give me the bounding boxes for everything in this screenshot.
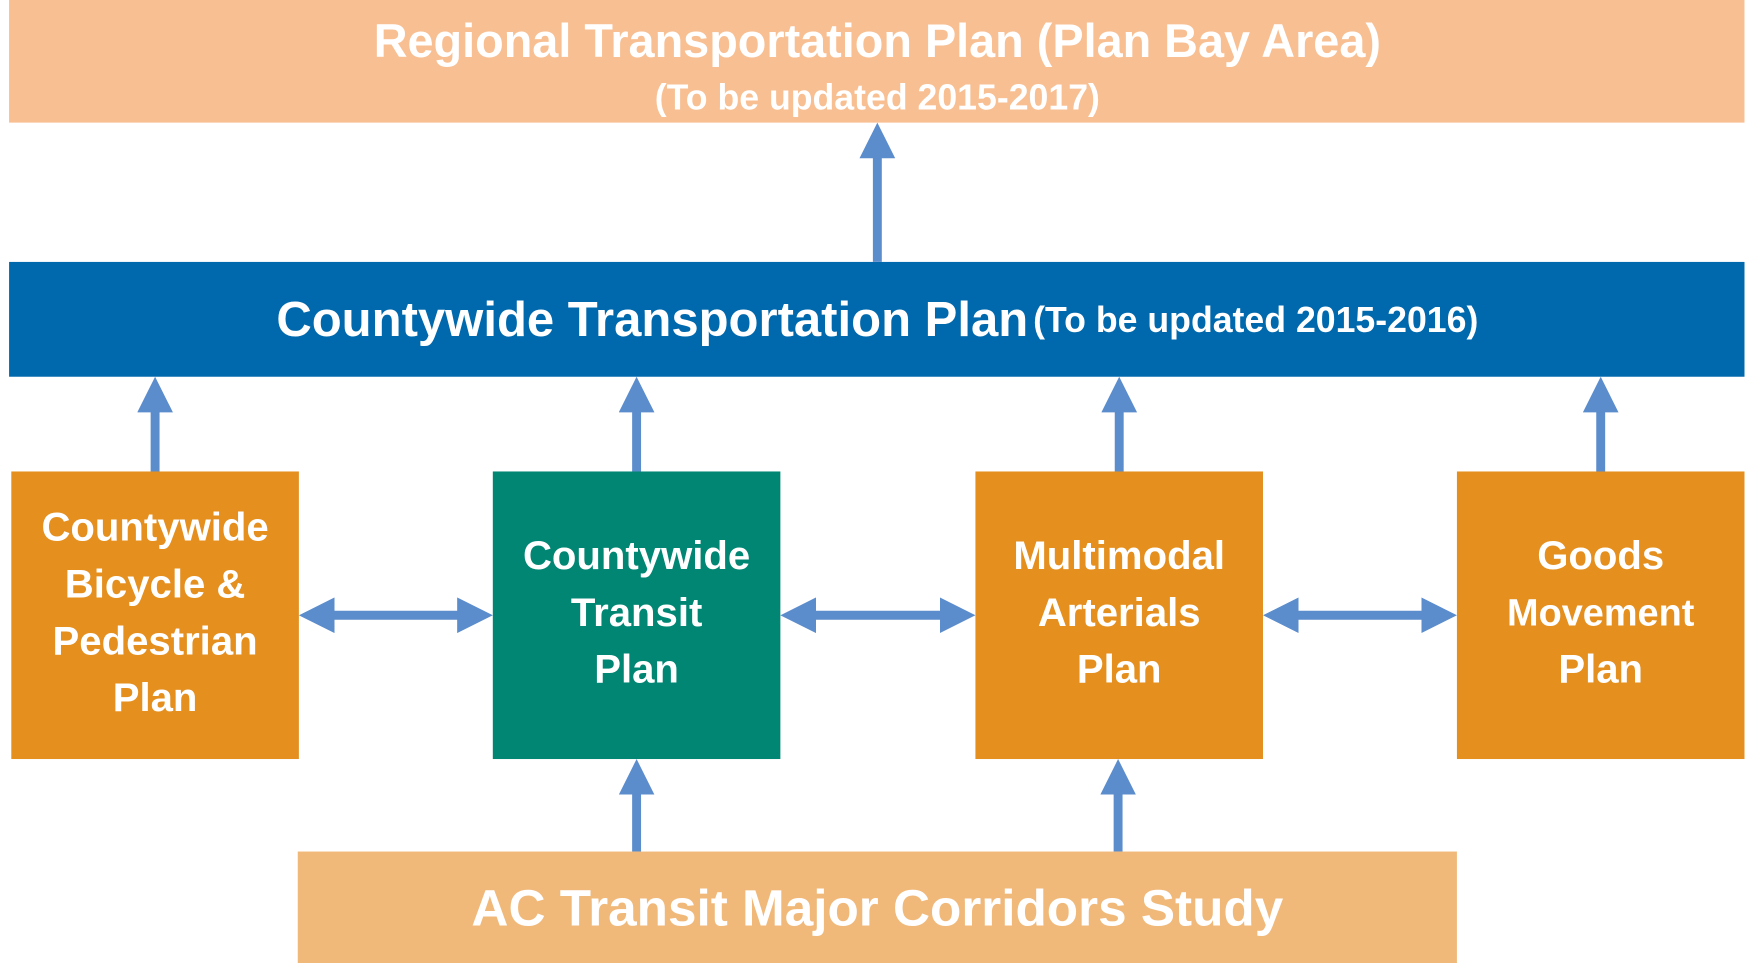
plan-label: Plan (113, 675, 198, 720)
plan-label: Plan (1077, 647, 1162, 692)
plan-boxes: Countywide Bicycle & Pedestrian Plan Countyw… (11, 376, 1745, 760)
plan-label: Arterials (1038, 590, 1201, 635)
arrows (298, 122, 1457, 852)
study-title: AC Transit Major Corridors Study (471, 879, 1283, 936)
plan-label: Plan (1558, 647, 1643, 692)
plan-label: Movement (1507, 592, 1695, 634)
plan-label: Pedestrian (53, 618, 258, 663)
plan-box (11, 471, 299, 760)
regional-plan-box (9, 0, 1745, 123)
countywide-plan-title: Countywide Transportation Plan (276, 293, 1028, 347)
plan-label: Plan (594, 647, 679, 692)
plan-label: Transit (571, 590, 703, 635)
regional-plan-title: Regional Transportation Plan (Plan Bay A… (374, 15, 1381, 67)
plan-box (492, 471, 781, 760)
plan-box (1456, 471, 1745, 760)
plan-label: Bicycle & (65, 561, 246, 606)
countywide-plan-subtitle: (To be updated 2015-2016) (1033, 301, 1478, 341)
regional-plan-subtitle: (To be updated 2015-2017) (655, 78, 1100, 118)
plan-label: Countywide (523, 533, 750, 578)
plan-label: Multimodal (1013, 533, 1225, 578)
plan-label: Countywide (41, 505, 268, 550)
plan-label: Goods (1537, 533, 1664, 578)
plan-box (975, 471, 1263, 760)
countywide-plan-label: Countywide Transportation Plan (To be up… (276, 293, 1478, 347)
countywide-plan-box (9, 261, 1745, 377)
study-box (297, 851, 1457, 963)
